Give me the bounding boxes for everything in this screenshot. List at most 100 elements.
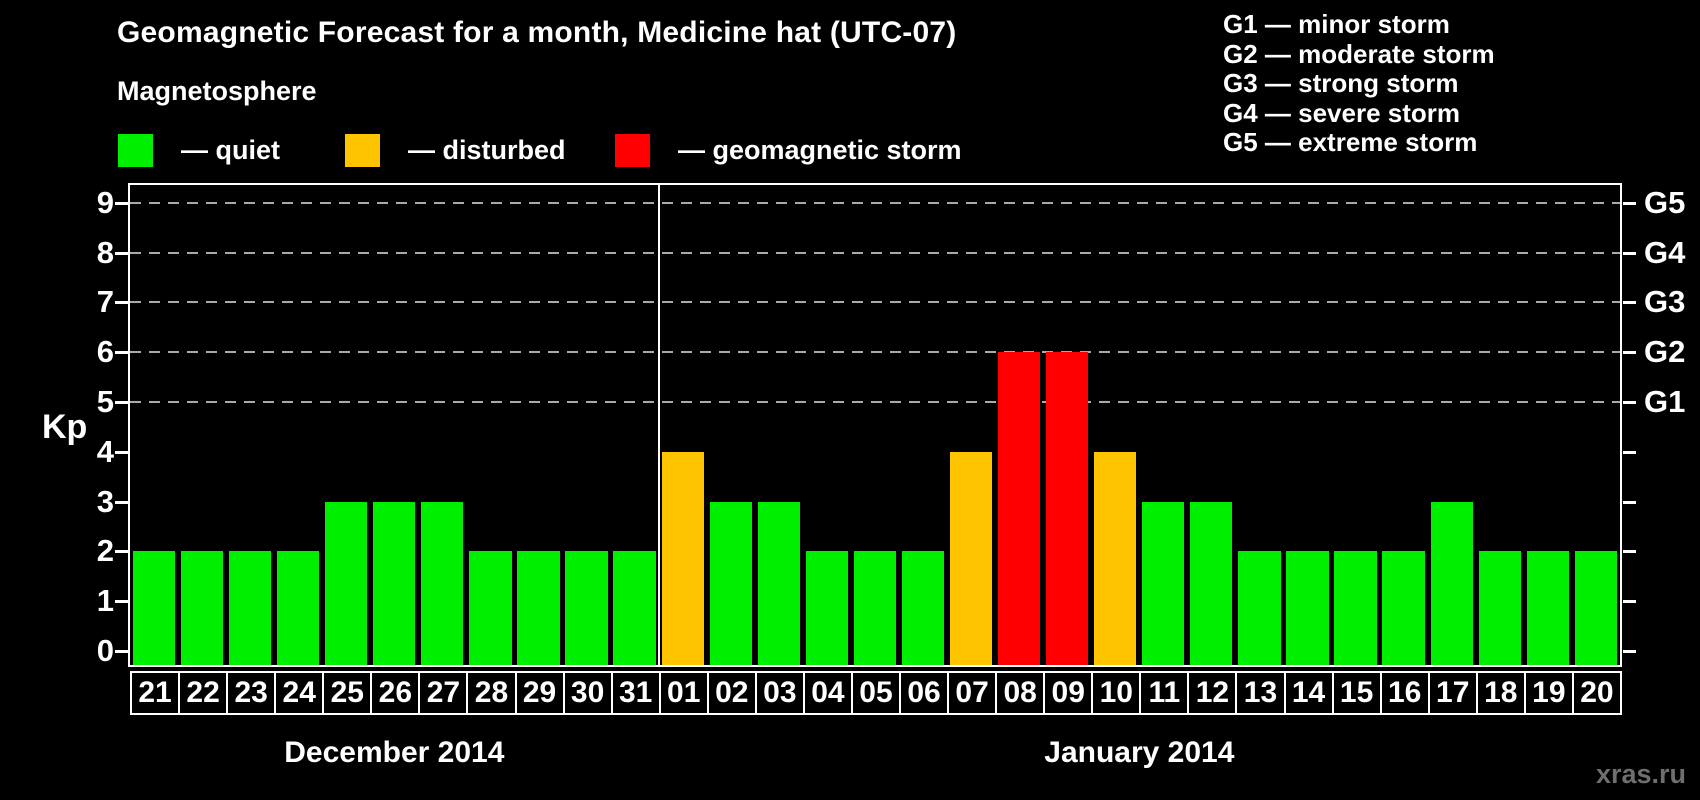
day-cell-09: 09 <box>1043 671 1094 715</box>
day-cell-21: 21 <box>130 671 181 715</box>
right-axis-tick-7 <box>1623 301 1636 305</box>
kp-bar-05 <box>853 551 897 665</box>
day-cell-04: 04 <box>802 671 853 715</box>
kp-bar-12 <box>1190 501 1233 665</box>
magnetosphere-legend: — quiet — disturbed — geomagnetic storm <box>0 133 1100 167</box>
y-tick-label-6: 6 <box>96 334 114 370</box>
y-tick-label-2: 2 <box>96 533 114 569</box>
kp-bar-24 <box>276 551 320 665</box>
day-cell-12: 12 <box>1187 671 1238 715</box>
left-axis-tick-2 <box>115 550 129 554</box>
left-axis-tick-8 <box>115 251 129 255</box>
left-axis-tick-9 <box>115 201 129 205</box>
kp-bar-14 <box>1286 551 1329 665</box>
left-axis-tick-6 <box>115 351 129 355</box>
day-cell-15: 15 <box>1331 671 1382 715</box>
storm-scale-item-g1: G1 — minor storm <box>1223 9 1450 39</box>
y-tick-label-8: 8 <box>96 234 114 270</box>
day-cell-14: 14 <box>1283 671 1334 715</box>
kp-bar-28 <box>469 551 512 665</box>
day-cell-19: 19 <box>1523 671 1574 715</box>
day-cell-31: 31 <box>610 671 661 715</box>
y-axis-title: Kp <box>42 408 88 446</box>
gridline-kp8 <box>130 251 1620 254</box>
y-tick-label-7: 7 <box>96 284 114 320</box>
day-cell-11: 11 <box>1139 671 1190 715</box>
gridline-kp6 <box>130 351 1620 354</box>
right-axis-tick-4 <box>1623 450 1636 454</box>
day-cell-07: 07 <box>947 671 998 715</box>
kp-bar-16 <box>1382 551 1425 665</box>
gridline-kp9 <box>130 201 1620 204</box>
kp-bar-11 <box>1142 501 1185 665</box>
left-axis-tick-5 <box>115 401 129 404</box>
day-cell-24: 24 <box>274 671 325 715</box>
day-cell-06: 06 <box>899 671 950 715</box>
magnetosphere-heading: Magnetosphere <box>117 76 317 106</box>
kp-bar-26 <box>373 501 416 665</box>
right-axis-tick-6 <box>1623 351 1636 355</box>
day-cell-01: 01 <box>658 671 709 715</box>
left-axis-tick-3 <box>115 500 129 504</box>
day-cell-17: 17 <box>1427 671 1478 715</box>
kp-bar-18 <box>1478 551 1521 665</box>
right-axis-label-g5: G5 <box>1644 184 1686 220</box>
day-cell-02: 02 <box>706 671 757 715</box>
disturbed-color-swatch <box>345 133 380 167</box>
right-axis-tick-0 <box>1623 650 1636 653</box>
legend-label-storm: — geomagnetic storm <box>678 134 962 165</box>
right-axis-tick-5 <box>1623 401 1636 404</box>
day-cell-26: 26 <box>370 671 421 715</box>
kp-bar-13 <box>1238 551 1281 665</box>
day-cell-27: 27 <box>418 671 469 715</box>
left-axis-tick-1 <box>115 600 129 604</box>
plot-inner <box>130 185 1620 665</box>
day-cell-10: 10 <box>1091 671 1142 715</box>
kp-bar-29 <box>517 551 560 665</box>
day-cell-05: 05 <box>850 671 901 715</box>
day-cell-22: 22 <box>178 671 229 715</box>
storm-scale-item-g5: G5 — extreme storm <box>1223 127 1478 158</box>
month-label-0: December 2014 <box>284 736 505 769</box>
kp-bar-22 <box>180 551 224 665</box>
kp-bar-17 <box>1430 501 1473 665</box>
kp-bar-30 <box>565 551 608 665</box>
kp-bar-23 <box>228 551 272 665</box>
left-axis-tick-0 <box>115 650 129 653</box>
day-cell-28: 28 <box>466 671 517 715</box>
month-separator <box>657 185 660 665</box>
month-label-1: January 2014 <box>1044 736 1235 769</box>
day-cell-03: 03 <box>754 671 805 715</box>
legend-item-quiet: — quiet <box>118 133 280 167</box>
kp-bar-15 <box>1334 551 1377 665</box>
y-tick-label-4: 4 <box>96 433 114 469</box>
y-tick-label-5: 5 <box>96 384 114 419</box>
day-cell-16: 16 <box>1379 671 1430 715</box>
left-axis-tick-7 <box>115 301 129 305</box>
watermark: xras.ru <box>1595 759 1686 789</box>
right-axis-tick-9 <box>1623 201 1636 205</box>
day-cell-29: 29 <box>514 671 565 715</box>
day-cell-13: 13 <box>1235 671 1286 715</box>
chart-title: Geomagnetic Forecast for a month, Medici… <box>117 16 957 49</box>
day-cell-23: 23 <box>226 671 277 715</box>
kp-bar-10 <box>1094 451 1137 665</box>
right-axis-label-g4: G4 <box>1644 234 1686 270</box>
day-cell-25: 25 <box>322 671 373 715</box>
kp-bar-25 <box>325 501 368 665</box>
right-axis-label-g3: G3 <box>1644 284 1686 320</box>
kp-bar-31 <box>613 551 656 665</box>
right-axis-tick-3 <box>1623 500 1636 504</box>
day-cell-20: 20 <box>1571 671 1622 715</box>
kp-bar-07 <box>949 451 993 665</box>
right-axis-tick-8 <box>1623 251 1636 255</box>
kp-bar-01 <box>661 451 704 665</box>
kp-bar-04 <box>805 551 848 665</box>
right-axis-label-g1: G1 <box>1644 384 1686 419</box>
gridline-kp5 <box>130 401 1620 403</box>
right-axis-tick-2 <box>1623 550 1636 554</box>
right-axis-tick-1 <box>1623 600 1636 604</box>
kp-bar-09 <box>1046 352 1089 665</box>
kp-bar-06 <box>901 551 945 665</box>
